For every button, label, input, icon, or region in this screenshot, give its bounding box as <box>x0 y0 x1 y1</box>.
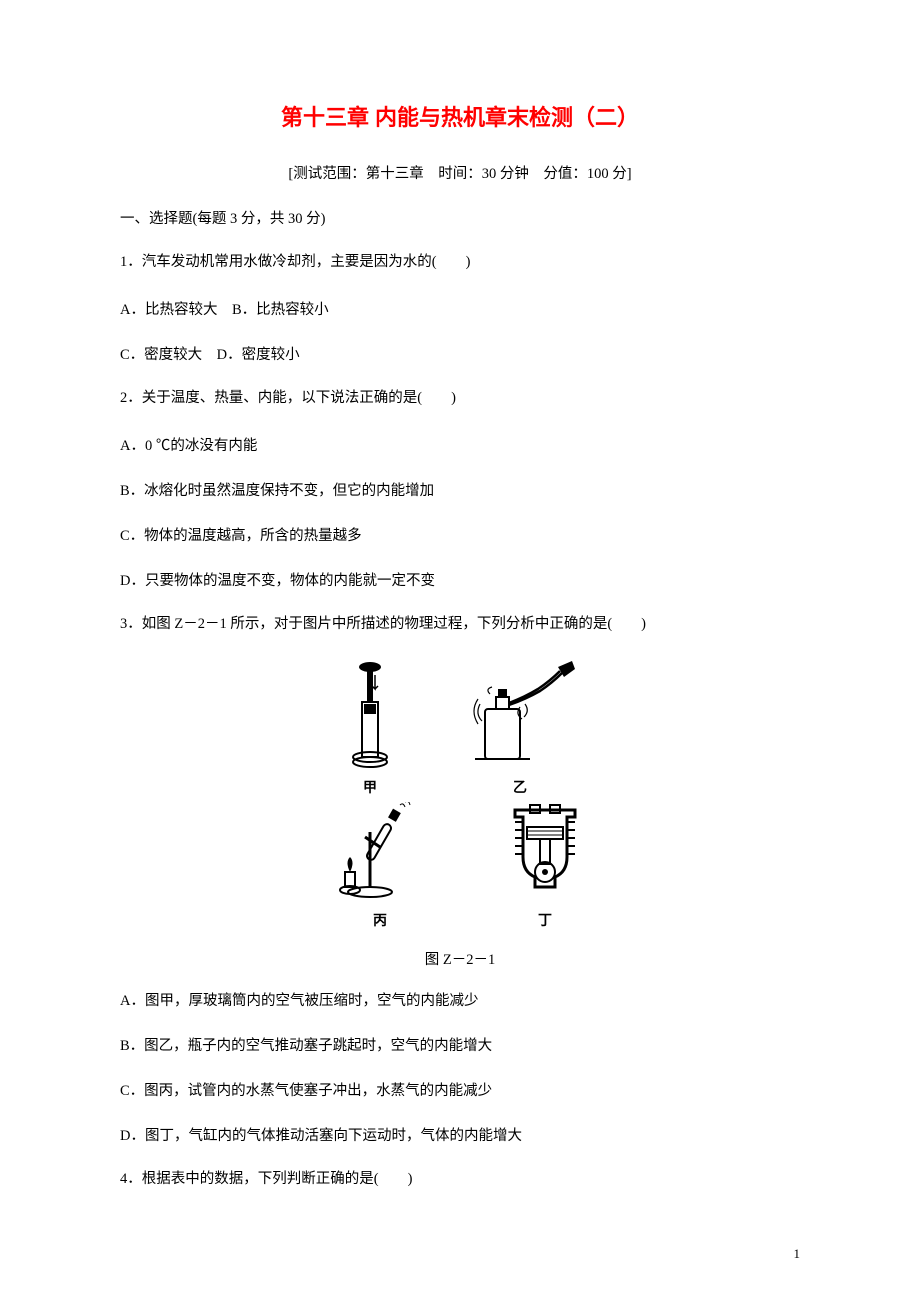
q2-opt-a: A．0 ℃的冰没有内能 <box>120 434 800 455</box>
figure-container: 甲 乙 <box>120 659 800 969</box>
q3-opt-d: D．图丁，气缸内的气体推动活塞向下运动时，气体的内能增大 <box>120 1124 800 1145</box>
figure-yi: 乙 <box>460 659 580 797</box>
piston-tube-icon <box>340 659 400 774</box>
q1-stem: 1．汽车发动机常用水做冷却剂，主要是因为水的( ) <box>120 252 800 274</box>
bottle-pump-icon <box>460 659 580 774</box>
test-tube-burner-icon <box>325 802 435 907</box>
engine-cylinder-icon <box>495 802 595 907</box>
figure-bing: 丙 <box>325 802 435 930</box>
page-title: 第十三章 内能与热机章末检测（二） <box>120 100 800 132</box>
figure-caption: 图 Z－2－1 <box>325 948 595 969</box>
q1-opt-ab: A．比热容较大 B．比热容较小 <box>120 298 800 319</box>
test-info: [测试范围：第十三章 时间：30 分钟 分值：100 分] <box>120 162 800 183</box>
fig-label-d: 丁 <box>538 910 552 930</box>
q4-stem: 4．根据表中的数据，下列判断正确的是( ) <box>120 1169 800 1191</box>
q2-opt-c: C．物体的温度越高，所含的热量越多 <box>120 524 800 545</box>
section-header: 一、选择题(每题 3 分，共 30 分) <box>120 207 800 228</box>
figure-ding: 丁 <box>495 802 595 930</box>
q2-opt-b: B．冰熔化时虽然温度保持不变，但它的内能增加 <box>120 479 800 500</box>
fig-label-b: 乙 <box>513 777 527 797</box>
q3-opt-c: C．图丙，试管内的水蒸气使塞子冲出，水蒸气的内能减少 <box>120 1079 800 1100</box>
q2-opt-d: D．只要物体的温度不变，物体的内能就一定不变 <box>120 569 800 590</box>
q2-stem: 2．关于温度、热量、内能，以下说法正确的是( ) <box>120 388 800 410</box>
fig-label-a: 甲 <box>363 777 377 797</box>
fig-label-c: 丙 <box>373 910 387 930</box>
q3-opt-b: B．图乙，瓶子内的空气推动塞子跳起时，空气的内能增大 <box>120 1034 800 1055</box>
page-number: 1 <box>794 1246 801 1262</box>
q3-opt-a: A．图甲，厚玻璃筒内的空气被压缩时，空气的内能减少 <box>120 989 800 1010</box>
q3-stem: 3．如图 Z－2－1 所示，对于图片中所描述的物理过程，下列分析中正确的是( ) <box>120 614 800 636</box>
figure-jia: 甲 <box>340 659 400 797</box>
q1-opt-cd: C．密度较大 D．密度较小 <box>120 343 800 364</box>
